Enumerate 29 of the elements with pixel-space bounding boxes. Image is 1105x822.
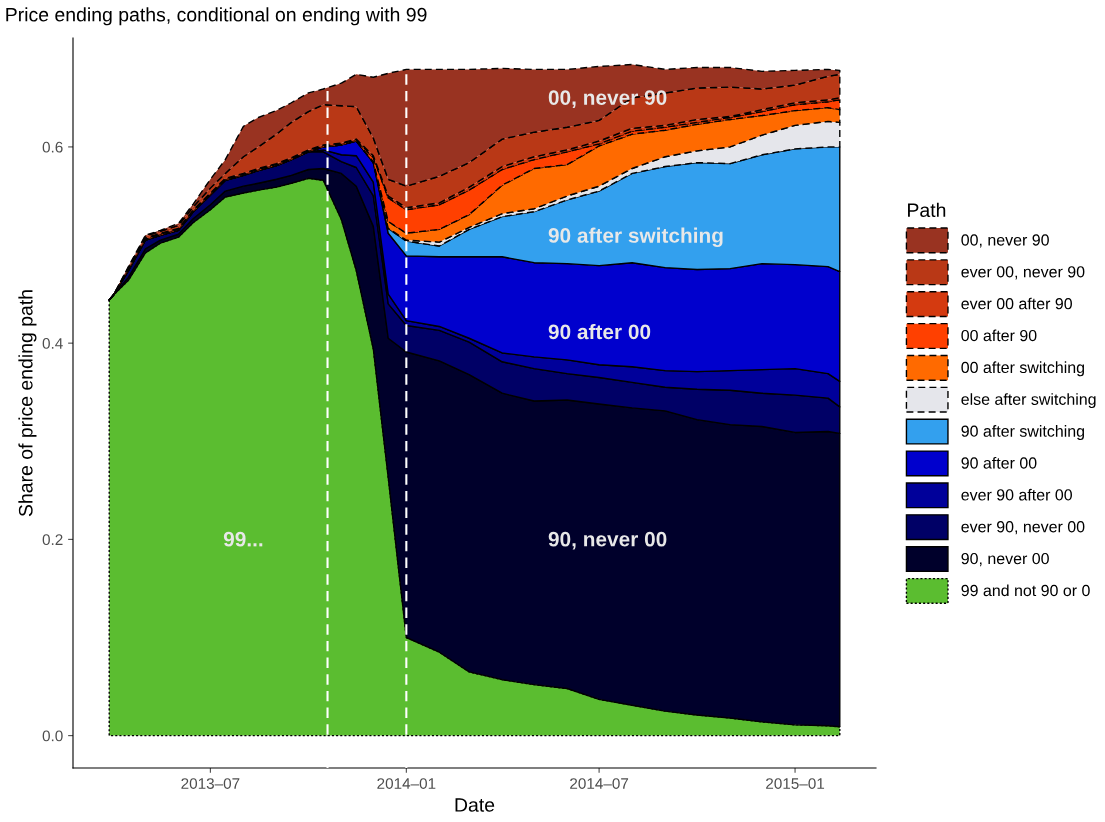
legend-label: ever 00 after 90	[961, 297, 1072, 310]
legend-label: 00 after switching	[961, 361, 1084, 377]
y-tick-label: 0.0	[42, 730, 63, 742]
y-tick-label: 0.2	[42, 534, 63, 546]
y-tick-label: 0.4	[42, 338, 63, 349]
y-tick-label: 0.6	[42, 141, 63, 153]
legend-label: ever 90, never 00	[961, 521, 1085, 535]
legend-label: 90, never 00	[961, 552, 1049, 567]
x-tick-label: 2014–01	[377, 778, 436, 789]
legend-label: ever 00, never 90	[961, 266, 1085, 280]
annotation: 99...	[223, 531, 263, 547]
legend-title: Path	[908, 202, 946, 218]
legend-label: 00, never 90	[961, 234, 1049, 248]
chart-title: Price ending paths, conditional on ending with 99	[6, 7, 427, 26]
x-axis-title: Date	[455, 798, 495, 812]
annotation: 90, never 00	[548, 531, 667, 550]
annotation: 00, never 90	[548, 90, 667, 108]
legend-label: else after switching	[961, 393, 1096, 409]
y-axis-title: Share of price ending path	[18, 290, 37, 517]
legend-label: ever 90 after 00	[961, 488, 1072, 501]
x-tick-label: 2014–07	[570, 778, 629, 789]
legend-label: 99 and not 90 or 0	[961, 584, 1090, 597]
annotation: 90 after switching	[548, 227, 723, 248]
legend-label: 90 after switching	[961, 425, 1084, 440]
legend-label: 90 after 00	[961, 456, 1037, 469]
legend-label: 00 after 90	[961, 329, 1037, 342]
x-tick-label: 2015–01	[766, 778, 825, 789]
x-tick-label: 2013–07	[181, 778, 240, 789]
annotation: 90 after 00	[548, 323, 651, 340]
